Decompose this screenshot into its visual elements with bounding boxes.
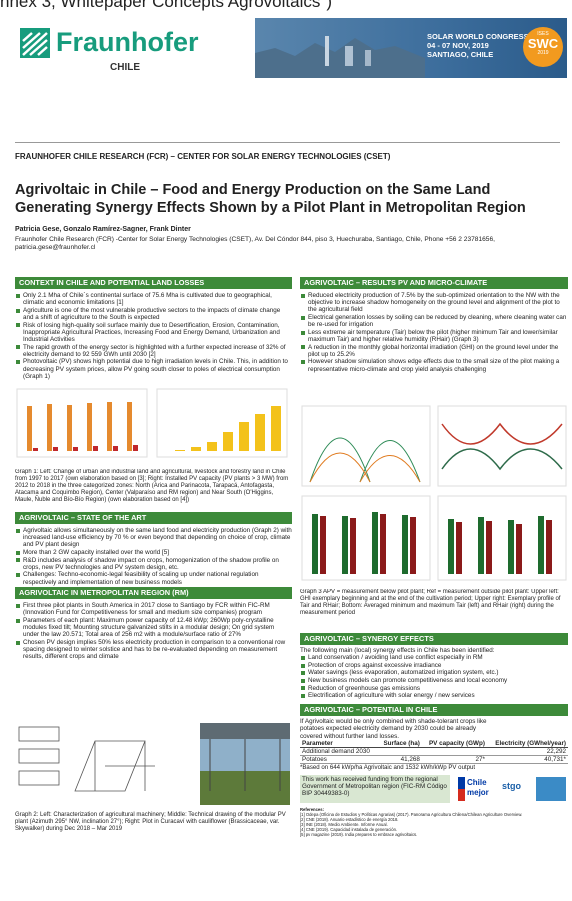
graph-caption: Graph 1: Left: Change of urban and indus… bbox=[15, 469, 292, 512]
bullet: A reduction in the monthly global horizo… bbox=[308, 344, 568, 358]
affiliation: Fraunhofer Chile Research (FCR) -Center … bbox=[15, 236, 560, 252]
table-cell: 40,731* bbox=[487, 755, 568, 763]
graph-caption: Graph 3 APV = measurement below pilot pl… bbox=[300, 589, 568, 633]
table-header-cell: Parameter bbox=[300, 740, 378, 748]
swc-badge: ISES SWC 2019 bbox=[523, 27, 563, 67]
logo-text: mejor bbox=[467, 788, 489, 797]
section-heading: AGRIVOLTAIC – STATE OF THE ART bbox=[15, 512, 292, 524]
reference: [5] pv magazine (2019). India prepares t… bbox=[300, 832, 568, 837]
logo-text: Fraunhofer bbox=[56, 27, 199, 58]
divider bbox=[15, 142, 560, 143]
table-cell: 41,268 bbox=[378, 755, 422, 763]
potential-intro: If Agrivoltaic would be only combined wi… bbox=[300, 718, 500, 740]
bullet: Challenges: Techno-economic-legal feasib… bbox=[23, 571, 292, 585]
title-line: Agrivoltaic in Chile – Food and Energy P… bbox=[15, 181, 572, 199]
bullet-list: Only 2.1 Mha of Chile´s continental surf… bbox=[15, 292, 292, 384]
banner: SOLAR WORLD CONGRESS 04 - 07 NOV, 2019 S… bbox=[255, 18, 567, 78]
bullet: Reduced electricity production of 7.5% b… bbox=[308, 292, 568, 314]
bullet: However shadow simulation shows edge eff… bbox=[308, 358, 568, 372]
bullet: The rapid growth of the energy sector is… bbox=[23, 344, 292, 358]
funding-box: This work has received funding from the … bbox=[300, 775, 568, 805]
table-header-cell: Surface (ha) bbox=[378, 740, 422, 748]
banner-line: SANTIAGO, CHILE bbox=[427, 50, 529, 59]
table-cell bbox=[422, 747, 487, 755]
table-cell bbox=[378, 747, 422, 755]
bullet-list: Reduced electricity production of 7.5% b… bbox=[300, 292, 568, 404]
funding-text: This work has received funding from the … bbox=[300, 775, 450, 803]
bullet: Electrification of agriculture with sola… bbox=[308, 692, 568, 699]
bullet: Only 2.1 Mha of Chile´s continental surf… bbox=[23, 292, 292, 306]
left-column: CONTEXT IN CHILE AND POTENTIAL LAND LOSS… bbox=[15, 277, 292, 833]
badge-text: SWC bbox=[523, 37, 563, 50]
authors: Patricia Gese, Gonzalo Ramírez-Sagner, F… bbox=[15, 226, 191, 233]
bullet: Less extreme air temperature (Tair) belo… bbox=[308, 329, 568, 343]
references-list: [1] Odepa (Oficina de Estudios y Polític… bbox=[300, 812, 568, 837]
logo-text: Chile bbox=[467, 778, 487, 787]
stgo-logo: stgo bbox=[502, 781, 521, 791]
bullet: Protection of crops against excessive ir… bbox=[308, 662, 568, 669]
section-heading: AGRIVOLTAIC – RESULTS PV AND MICRO-CLIMA… bbox=[300, 277, 568, 289]
references: References: [1] Odepa (Oficina de Estudi… bbox=[300, 807, 568, 855]
corfo-logo bbox=[536, 777, 566, 801]
institute: FRAUNHOFER CHILE RESEARCH (FCR) – CENTER… bbox=[15, 152, 390, 161]
chile-logo: Chile mejor bbox=[458, 777, 494, 801]
bullet: Parameters of each plant: Maximum power … bbox=[23, 617, 292, 639]
title-line: Generating Synergy Effects Shown by a Pi… bbox=[15, 199, 572, 217]
bullet: Photovoltaic (PV) shows high potential d… bbox=[23, 358, 292, 380]
bullet-list: Land conservation / avoiding land use co… bbox=[300, 654, 568, 704]
graph-caption: Graph 2: Left: Characterization of agric… bbox=[15, 812, 292, 833]
bullet: New business models can promote competit… bbox=[308, 677, 568, 684]
table-cell: Additional demand 2030 bbox=[300, 747, 378, 755]
bullet: Agriculture is one of the most vulnerabl… bbox=[23, 307, 292, 321]
section-heading: CONTEXT IN CHILE AND POTENTIAL LAND LOSS… bbox=[15, 277, 292, 289]
page: nnex 3, Whitepaper Concepts Agrovoltaics… bbox=[0, 0, 572, 901]
table-footnote: *Based on 644 kWp/ha Agrivoltaic and 153… bbox=[300, 764, 568, 771]
bullet: Risk of losing high-quality soil surface… bbox=[23, 322, 292, 344]
bullet: Agrivoltaic allows simultaneously on the… bbox=[23, 527, 292, 549]
bullet: Reduction of greenhouse gas emissions bbox=[308, 685, 568, 692]
graph-3 bbox=[300, 404, 568, 584]
synergy-intro: The following main (local) synergy effec… bbox=[300, 647, 568, 654]
bullet: Water savings (less evaporation, automat… bbox=[308, 669, 568, 676]
graph-1 bbox=[15, 384, 292, 464]
banner-skyline bbox=[255, 18, 425, 78]
table-cell: 22,292 bbox=[487, 747, 568, 755]
table-cell: Potatoes bbox=[300, 755, 378, 763]
logo-sub: CHILE bbox=[110, 62, 140, 73]
table-header-cell: PV capacity (GWp) bbox=[422, 740, 487, 748]
section-heading: AGRIVOLTAIC – SYNERGY EFFECTS bbox=[300, 633, 568, 645]
section-heading: AGRIVOLTAIC IN METROPOLITAN REGION (RM) bbox=[15, 587, 292, 599]
top-caption: nnex 3, Whitepaper Concepts Agrovoltaics… bbox=[0, 0, 572, 12]
logo-icon bbox=[20, 28, 50, 58]
bullet-list: Agrivoltaic allows simultaneously on the… bbox=[15, 527, 292, 587]
bullet: Chosen PV design implies 50% less electr… bbox=[23, 639, 292, 661]
section-heading: AGRIVOLTAIC – POTENTIAL IN CHILE bbox=[300, 704, 568, 716]
banner-line: 04 - 07 NOV, 2019 bbox=[427, 41, 529, 50]
bullet: Land conservation / avoiding land use co… bbox=[308, 654, 568, 661]
bullet-list: First three pilot plants in South Americ… bbox=[15, 602, 292, 721]
bullet: First three pilot plants in South Americ… bbox=[23, 602, 292, 616]
banner-line: SOLAR WORLD CONGRESS bbox=[427, 32, 529, 41]
bullet: R&D includes analysis of shadow impact o… bbox=[23, 557, 292, 571]
bullet: Electrical generation losses by soiling … bbox=[308, 314, 568, 328]
bullet: More than 2 GW capacity installed over t… bbox=[23, 549, 292, 556]
table-row: Additional demand 2030 22,292 bbox=[300, 747, 568, 755]
right-column: AGRIVOLTAIC – RESULTS PV AND MICRO-CLIMA… bbox=[300, 277, 568, 855]
header: Fraunhofer CHILE SOLAR WORLD CONGRESS 04… bbox=[0, 16, 572, 128]
table-cell: 27* bbox=[422, 755, 487, 763]
poster-title: Agrivoltaic in Chile – Food and Energy P… bbox=[15, 181, 572, 217]
graph-2 bbox=[15, 721, 292, 807]
table-header-cell: Electricity (GWhel/year) bbox=[487, 740, 568, 748]
